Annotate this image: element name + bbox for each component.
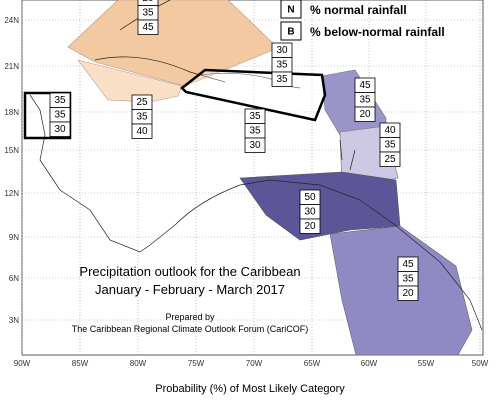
legend-letter: N (287, 5, 294, 16)
probability-value: 35 (54, 95, 66, 106)
probability-value: 25 (384, 154, 396, 165)
probability-value: 40 (384, 125, 396, 136)
legend-label: % normal rainfall (310, 3, 407, 17)
longitude-label: 70W (246, 359, 263, 368)
probability-value: 20 (359, 109, 371, 120)
probability-value: 30 (304, 207, 316, 218)
region-above-light (77, 59, 183, 103)
credit: The Caribbean Regional Climate Outlook F… (72, 324, 309, 334)
credit: Prepared by (165, 312, 215, 322)
longitude-label: 90W (14, 359, 31, 368)
latitude-label: 6N (9, 274, 19, 283)
probability-value: 50 (304, 192, 316, 203)
probability-cell (299, 218, 321, 234)
probability-value: 20 (142, 0, 154, 4)
probability-value: 35 (384, 140, 396, 151)
caption: Probability (%) of Most Likely Category (155, 383, 345, 395)
probability-value: 45 (142, 22, 154, 33)
probability-value: 35 (276, 74, 288, 85)
probability-value: 35 (249, 126, 261, 137)
longitude-label: 65W (304, 359, 321, 368)
probability-cell (244, 137, 266, 153)
probability-value: 30 (54, 124, 66, 135)
longitude-label: 50W (472, 359, 489, 368)
probability-value: 35 (402, 274, 414, 285)
latitude-label: 9N (9, 233, 19, 242)
legend-label: % below-normal rainfall (310, 25, 445, 39)
probability-cell (137, 19, 159, 35)
probability-cell (131, 123, 153, 139)
probability-value: 35 (136, 112, 148, 123)
probability-value: 20 (402, 288, 414, 299)
latitude-label: 12N (4, 189, 19, 198)
probability-boxes: 20 35 45 30 35 35 35 35 30 25 35 40 35 35 30 45 35 20 40 35… (49, 0, 419, 301)
legend-letter: B (287, 27, 294, 38)
map-title: January - February - March 2017 (95, 282, 285, 297)
longitude-label: 55W (418, 359, 435, 368)
probability-cell (354, 106, 376, 122)
latitude-label: 18N (4, 108, 19, 117)
probability-cell (271, 71, 293, 87)
map-title: Precipitation outlook for the Caribbean (79, 264, 300, 279)
legend-key (280, 0, 302, 19)
probability-cell (49, 121, 71, 137)
longitude-label: 60W (361, 359, 378, 368)
probability-value: 45 (402, 259, 414, 270)
legend-key (280, 21, 302, 41)
latitude-label: 3N (9, 316, 19, 325)
longitude-label: 85W (72, 359, 89, 368)
probability-value: 35 (359, 95, 371, 106)
latitude-label: 24N (4, 16, 19, 25)
probability-value: 35 (276, 60, 288, 71)
probability-value: 35 (142, 8, 154, 19)
probability-value: 45 (359, 80, 371, 91)
probability-value: 30 (249, 140, 261, 151)
probability-value: 30 (276, 45, 288, 56)
probability-value: 20 (304, 221, 316, 232)
probability-cell (379, 151, 401, 167)
longitude-label: 80W (130, 359, 147, 368)
probability-value: 40 (136, 126, 148, 137)
probability-value: 35 (249, 111, 261, 122)
probability-value: 25 (136, 97, 148, 108)
probability-cell (397, 285, 419, 301)
probability-value: 35 (54, 110, 66, 121)
longitude-label: 75W (188, 359, 205, 368)
latitude-label: 21N (4, 62, 19, 71)
latitude-label: 15N (4, 146, 19, 155)
